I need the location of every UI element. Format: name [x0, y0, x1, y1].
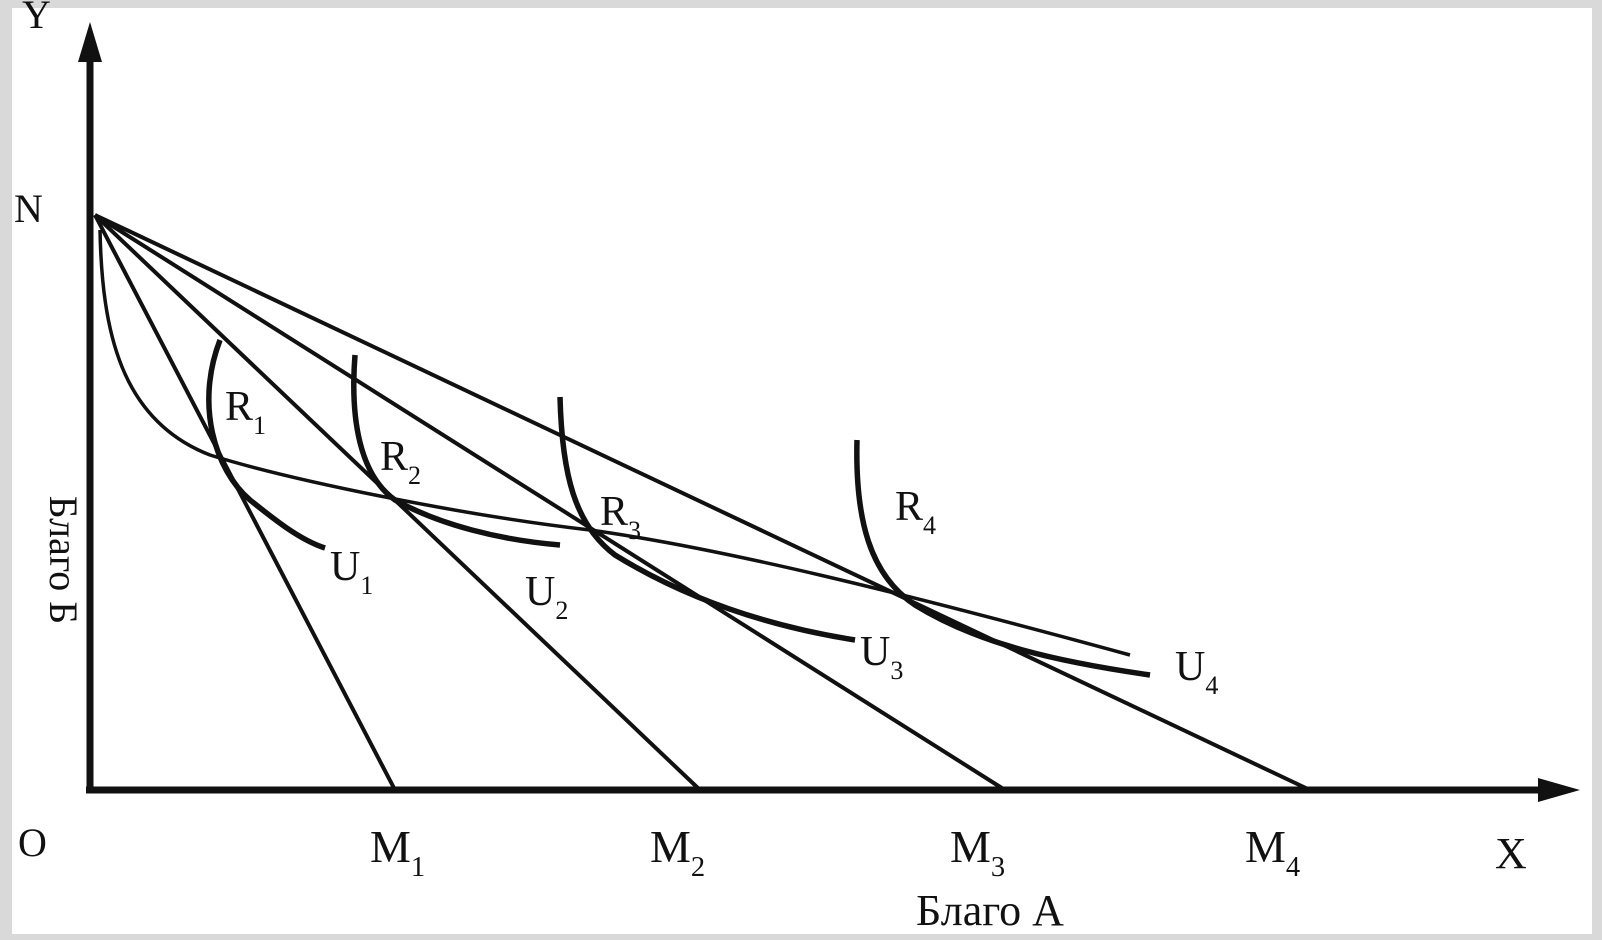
label-m2: M2	[650, 821, 705, 883]
label-r4: R4	[895, 484, 936, 540]
n-label: N	[14, 186, 43, 231]
budget-line-m4	[94, 213, 1311, 792]
label-u1: U1	[330, 544, 373, 600]
y-axis-arrow	[78, 22, 102, 62]
price-consumption-curve	[98, 229, 1131, 657]
indifference-curve-u3	[557, 396, 856, 643]
label-m3: M3	[950, 821, 1005, 883]
origin-label: O	[18, 820, 47, 865]
budget-line-m3	[93, 213, 1007, 792]
y-axis-title: Благо Б	[41, 496, 86, 625]
label-r2: R2	[380, 434, 421, 490]
x-axis-title: Благо А	[916, 886, 1064, 935]
budget-line-m1	[93, 214, 397, 791]
label-u3: U3	[860, 629, 903, 685]
label-r3: R3	[600, 489, 641, 545]
indifference-curve-u2	[351, 354, 561, 548]
label-m4: M4	[1245, 821, 1300, 883]
indifference-curve-u1	[206, 339, 326, 551]
label-m2-text: M2	[650, 821, 705, 883]
y-axis-label: Y	[22, 0, 51, 37]
label-u4: U4	[1175, 644, 1218, 700]
x-axis-label: X	[1495, 829, 1527, 878]
label-m3-text: M3	[950, 821, 1005, 883]
label-u2: U2	[525, 569, 568, 625]
label-m1: M1	[370, 821, 425, 883]
label-m1-text: M1	[370, 821, 425, 883]
indifference-curve-u4	[854, 439, 1151, 678]
label-m4-text: M4	[1245, 821, 1300, 883]
x-axis-arrow	[1538, 778, 1580, 802]
label-r1: R1	[225, 384, 266, 440]
